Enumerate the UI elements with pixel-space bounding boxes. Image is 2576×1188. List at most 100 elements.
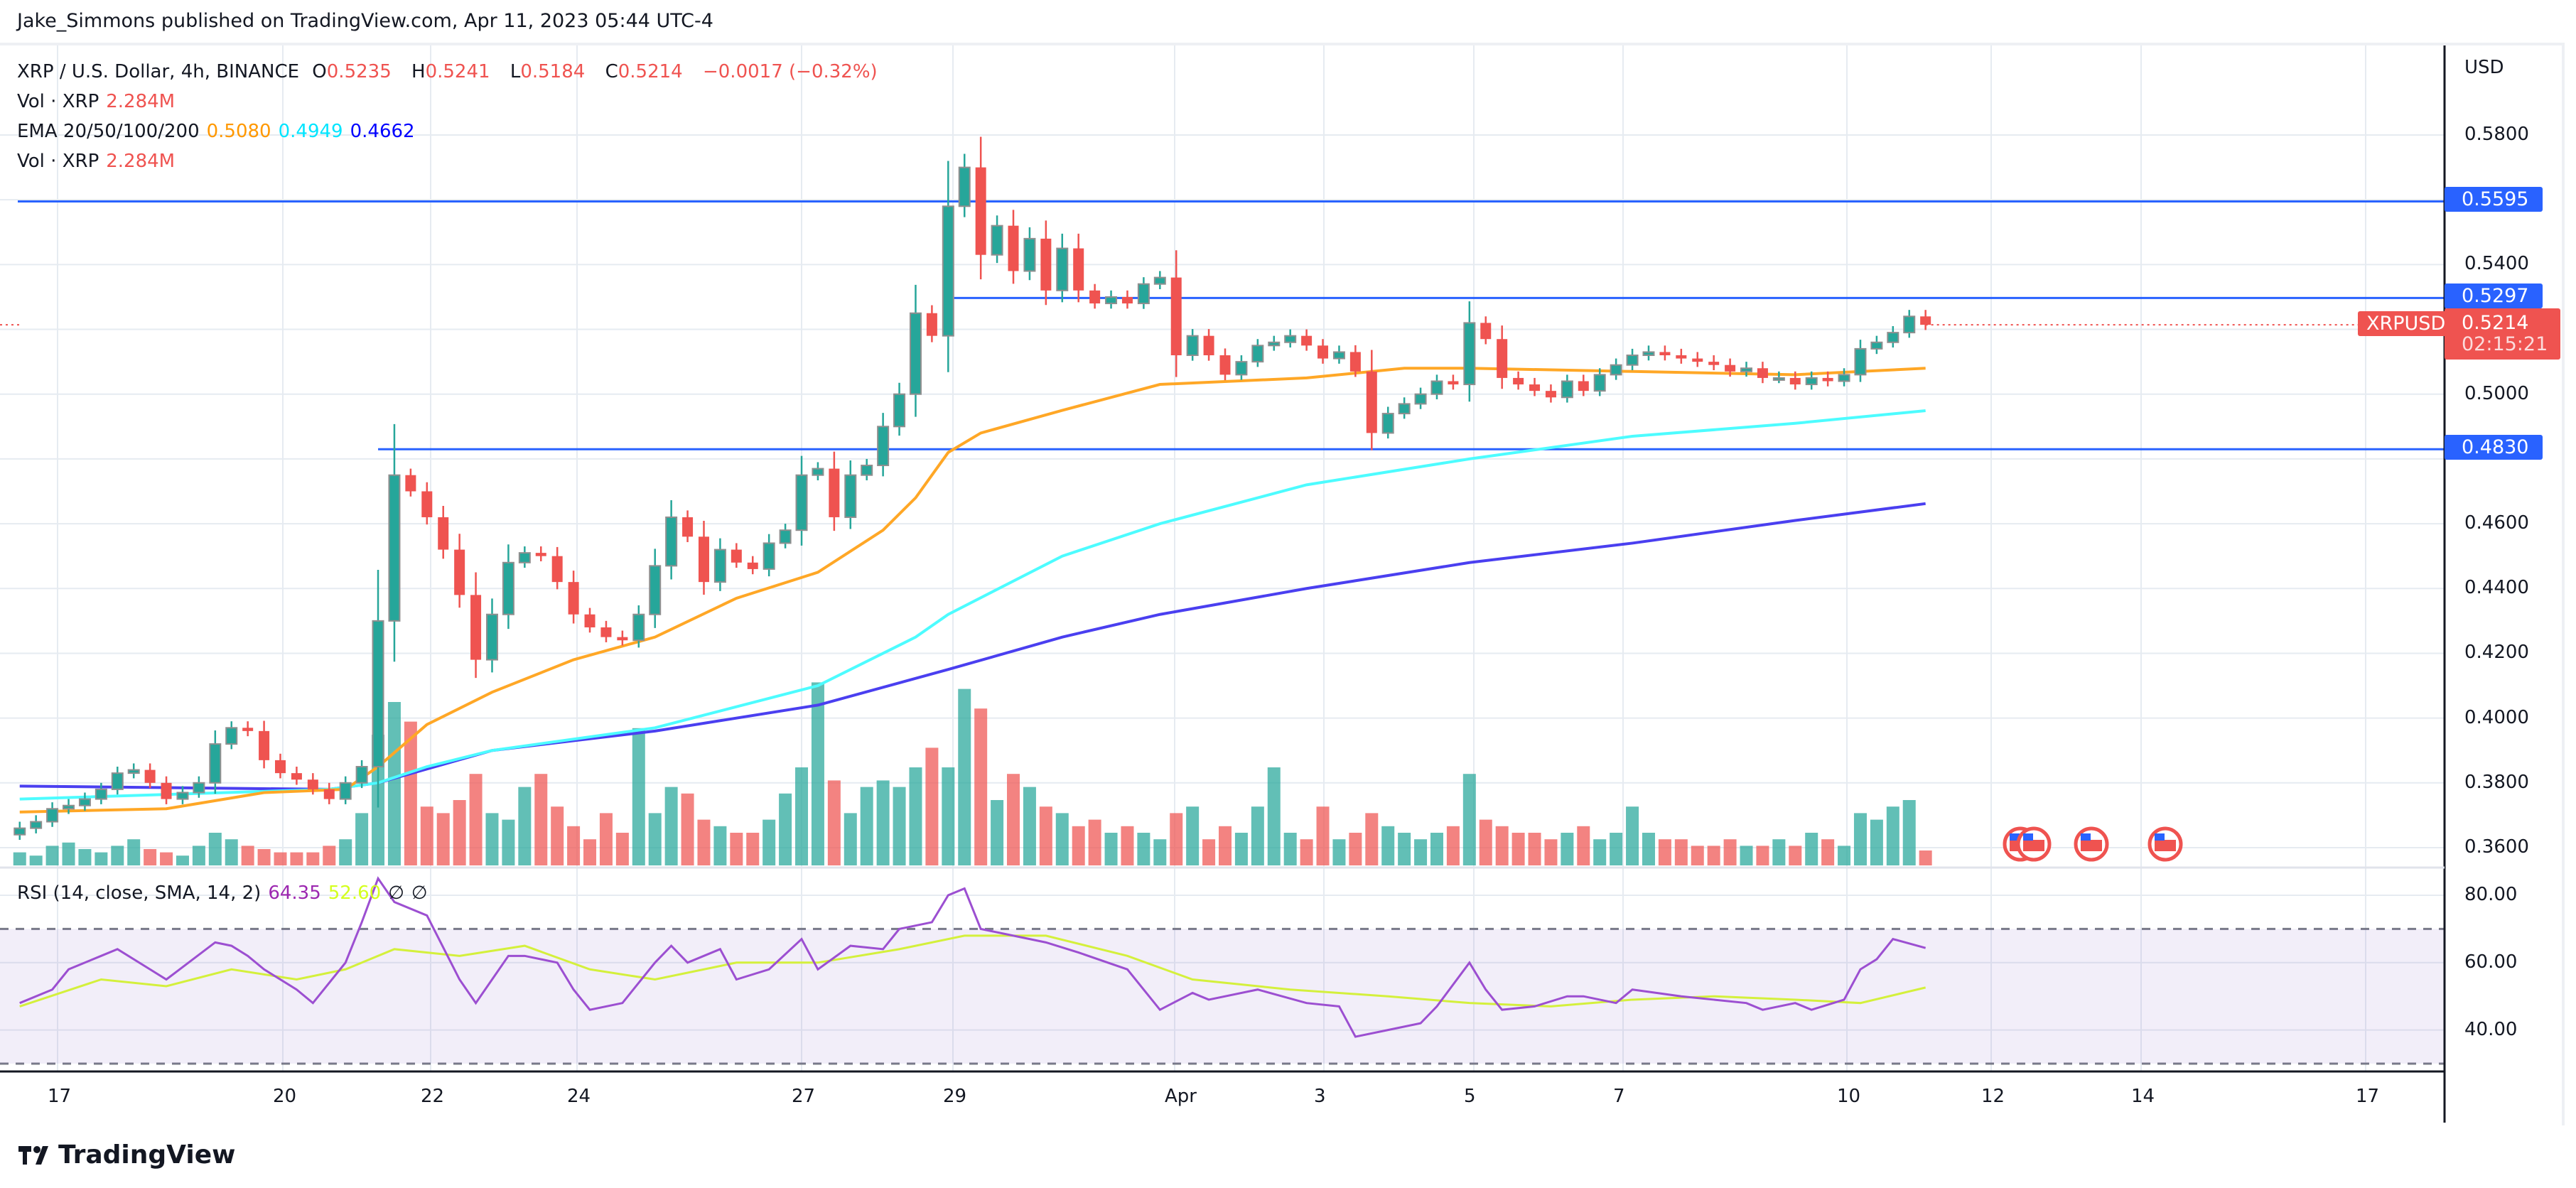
volume-bar — [208, 833, 222, 865]
time-tick-label: 20 — [273, 1086, 297, 1107]
time-tick-label: 5 — [1464, 1086, 1476, 1107]
volume-bar — [404, 721, 417, 865]
rsi-tick-label: 80.00 — [2464, 884, 2518, 905]
volume-bar — [1300, 839, 1313, 865]
candle-body — [1725, 364, 1736, 372]
candles — [14, 136, 1931, 841]
rsi-sma-value: 52.60 — [328, 882, 382, 904]
volume-bar — [1772, 839, 1786, 865]
volume-bar — [1072, 826, 1085, 865]
volume-bar — [1511, 833, 1525, 865]
candle-body — [991, 225, 1003, 256]
candle-body — [176, 792, 189, 800]
volume-bar — [1219, 826, 1232, 865]
us-flag-icon[interactable] — [2074, 826, 2109, 862]
volume-bar — [1691, 846, 1704, 865]
volume-bar — [1707, 846, 1720, 865]
volume-bar — [1186, 806, 1200, 865]
volume-bar — [1642, 833, 1655, 865]
legend-volume[interactable]: Vol · XRP 2.284M — [17, 91, 182, 112]
candle-body — [46, 808, 59, 823]
currency-label: USD — [2464, 57, 2504, 78]
candle-body — [1284, 335, 1297, 343]
symbol-title[interactable]: XRP / U.S. Dollar, 4h, BINANCE — [17, 61, 300, 82]
ema200-value: 0.4662 — [350, 121, 415, 142]
volume-bar — [925, 747, 939, 865]
volume-value: 2.284M — [106, 91, 176, 112]
volume-bar — [1789, 846, 1802, 865]
legend-ema[interactable]: EMA 20/50/100/200 0.5080 0.4949 0.4662 — [17, 121, 422, 142]
volume-bar — [567, 826, 581, 865]
volume-bars — [13, 682, 1932, 865]
level-price-tag: 0.4830 — [2445, 435, 2543, 460]
us-flag-icon[interactable] — [2147, 826, 2183, 862]
candle-body — [127, 769, 140, 774]
candle-body — [307, 779, 318, 789]
candle-body — [665, 516, 678, 567]
rsi-tick-label: 40.00 — [2464, 1018, 2518, 1040]
candle-body — [355, 766, 368, 784]
us-flag-icon[interactable] — [2016, 826, 2052, 862]
time-tick-label: 17 — [2356, 1086, 2380, 1107]
tradingview-logo[interactable]: TradingView — [17, 1140, 235, 1170]
open-label: O — [312, 61, 327, 82]
candle-body — [682, 517, 694, 537]
volume-bar — [420, 806, 433, 865]
volume-value-2: 2.284M — [106, 151, 176, 172]
volume-label: Vol · XRP — [17, 91, 99, 112]
volume-bar — [648, 813, 662, 865]
candle-body — [1920, 316, 1931, 325]
volume-bar — [290, 852, 303, 865]
volume-bar — [1251, 806, 1264, 865]
candle-body — [731, 549, 742, 563]
legend-volume-2[interactable]: Vol · XRP 2.284M — [17, 151, 182, 172]
price-tick-label: 0.4000 — [2464, 706, 2529, 728]
flag-canton — [2081, 833, 2091, 841]
candle-body — [1822, 377, 1833, 382]
rsi-label: RSI (14, close, SMA, 14, 2) — [17, 882, 262, 904]
volume-bar — [339, 839, 352, 865]
flag-canton — [2023, 833, 2033, 841]
candle-body — [617, 637, 628, 641]
candle-body — [1887, 332, 1899, 343]
volume-bar — [1381, 826, 1395, 865]
brand-name: TradingView — [58, 1140, 236, 1170]
volume-bar — [762, 819, 776, 865]
publisher-line: Jake_Simmons published on TradingView.co… — [17, 10, 713, 32]
legend-rsi[interactable]: RSI (14, close, SMA, 14, 2) 64.35 52.60 ∅ ∅ — [17, 882, 435, 904]
volume-bar — [746, 833, 760, 865]
flag-canton — [2010, 833, 2020, 841]
candle-body — [1497, 339, 1508, 378]
candle-body — [877, 426, 890, 467]
candle-body — [1414, 393, 1427, 405]
candle-body — [1089, 290, 1101, 304]
candle-body — [1430, 380, 1443, 395]
candle-body — [1480, 323, 1492, 340]
volume-bar — [1283, 833, 1297, 865]
candle-body — [893, 393, 906, 428]
candle-body — [144, 770, 156, 783]
low-label: L — [510, 61, 521, 82]
volume-bar — [1756, 846, 1769, 865]
volume-bar — [1902, 800, 1916, 865]
time-tick-label: 29 — [943, 1086, 967, 1107]
candle-body — [1757, 368, 1768, 378]
candle-body — [1659, 352, 1671, 356]
volume-bar — [1055, 813, 1069, 865]
ema20-value: 0.5080 — [206, 121, 271, 142]
volume-bar — [45, 846, 59, 865]
time-tick-label: 24 — [567, 1086, 591, 1107]
volume-bar — [1544, 839, 1558, 865]
candle-body — [1545, 391, 1556, 398]
volume-bar — [1626, 806, 1639, 865]
volume-bar — [453, 800, 466, 865]
price-tick-label: 0.4200 — [2464, 642, 2529, 664]
candle-body — [1301, 335, 1313, 346]
change-value: −0.0017 (−0.32%) — [702, 61, 878, 82]
low-value: 0.5184 — [520, 61, 586, 82]
volume-bar — [502, 819, 515, 865]
volume-bar — [1853, 813, 1867, 865]
volume-bar — [1740, 846, 1753, 865]
candle-body — [209, 743, 222, 784]
